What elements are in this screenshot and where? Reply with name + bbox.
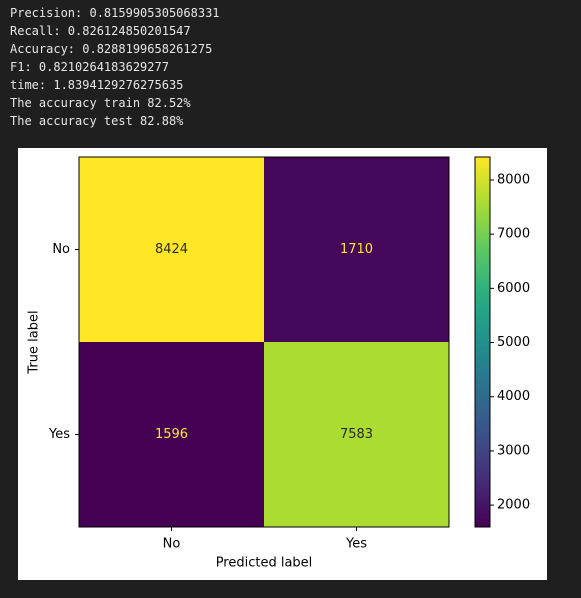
x-axis-label: Predicted label [216, 556, 313, 571]
matrix-cell-no-yes [264, 157, 449, 342]
cell-output: Precision: 0.8159905305068331 Recall: 0.8… [10, 4, 220, 130]
matrix-cell-no-no [79, 157, 264, 342]
x-tick-label: Yes [345, 537, 367, 552]
accuracy-test-line: The accuracy test 82.88% [10, 114, 184, 128]
colorbar-tick-label: 7000 [497, 227, 530, 242]
colorbar-tick-label: 8000 [497, 172, 530, 187]
matrix-cell-yes-yes [264, 342, 449, 527]
cell-value-label: 1710 [340, 242, 373, 257]
cell-value-label: 7583 [340, 427, 373, 442]
time-line: time: 1.8394129276275635 [10, 78, 184, 92]
colorbar-tick-label: 4000 [497, 389, 530, 404]
colorbar-tick-label: 3000 [497, 443, 530, 458]
colorbar-tick-label: 6000 [497, 281, 530, 296]
colorbar-tick-label: 5000 [497, 335, 530, 350]
f1-line: F1: 0.8210264183629277 [10, 60, 169, 74]
y-tick-label: Yes [48, 427, 70, 442]
confusion-matrix-plot: 8424 1710 1596 7583 No Yes Predicted label No Ye… [27, 156, 530, 571]
precision-line: Precision: 0.8159905305068331 [10, 6, 220, 20]
y-axis-label: True label [27, 310, 42, 374]
accuracy-train-line: The accuracy train 82.52% [10, 96, 191, 110]
matrix-frame [78, 156, 450, 528]
recall-line: Recall: 0.826124850201547 [10, 24, 191, 38]
matrix-cell-yes-no [79, 342, 264, 527]
colorbar-tick-label: 2000 [497, 498, 530, 513]
accuracy-line: Accuracy: 0.8288199658261275 [10, 42, 213, 56]
cell-value-label: 1596 [155, 427, 188, 442]
cell-value-label: 8424 [155, 242, 188, 257]
confusion-matrix-figure: 8424 1710 1596 7583 No Yes Predicted label No Ye… [18, 148, 547, 580]
y-tick-label: No [52, 242, 70, 257]
colorbar [474, 156, 491, 528]
x-tick-label: No [163, 537, 181, 552]
